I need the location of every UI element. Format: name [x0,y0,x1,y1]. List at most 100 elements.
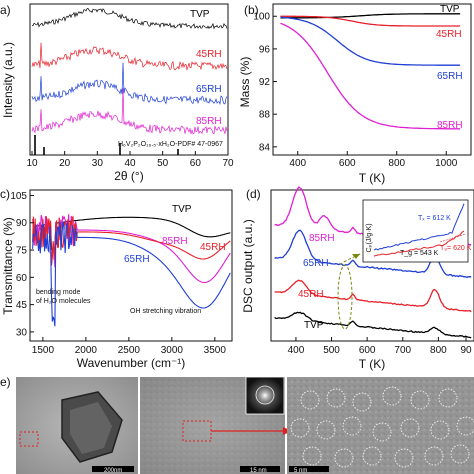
xtick-label: 2500 [118,345,141,356]
xtick-label: 600 [339,158,356,169]
nanocrystal-circle [450,444,470,464]
xrd-curve-45rh [31,42,228,71]
ytick-label: 90 [16,218,28,229]
ftir-curve-65rh [32,221,231,327]
nanocrystal-circle [456,416,474,436]
xrd-curve-85rh [31,88,228,135]
nanocrystal-circle [400,418,420,438]
panel-b-yticks: 84 88 92 96 100 [253,12,277,153]
ytick-label: 75 [16,246,28,257]
ytick-label: 105 [10,191,27,202]
panel-a-reference: H₆V₂P₂O₁₆.₅·xH₂O-PDF# 47-0967 [118,141,223,148]
nanocrystal-circle [438,388,458,408]
panel-c-curves [32,214,231,327]
dsc-curve-45rh [274,279,472,313]
xtick-label: 400 [289,158,306,169]
panel-c-xticks: 1500 2000 2500 3000 3500 [32,337,226,356]
panel-c-label: c) [0,187,10,201]
ftir-curve-85rh [32,214,231,284]
series-label-65rh: 65RH [303,258,329,269]
scalebar-3-label: 5 nm [294,468,307,474]
scalebar-1-label: 200nm [104,468,122,474]
nanocrystal-circle [382,386,402,406]
ftir-curve-45rh [32,215,231,266]
xtick-label: 800 [430,345,447,356]
panel-d-xticks: 400 500 600 700 800 90 [288,337,472,356]
nanocrystal-circle [326,388,346,408]
panel-c-yticks: 30 45 60 75 90 105 [10,191,34,338]
inset-ylabel: Cₚ(J/g·K) [366,223,373,252]
panel-c-annotation-oh: OH stretching vibration [130,308,201,315]
xtick-label: 40 [124,158,136,169]
nanocrystal-circle [362,446,382,466]
panel-a-curves [31,7,228,155]
xtick-label: 800 [388,158,405,169]
ftir-curve-tvp [32,216,231,250]
panel-e: e) 200nm 15 nm 5 nm [0,375,474,474]
panel-c-frame [29,189,233,342]
dsc-curve-tvp [274,311,472,339]
xtick-label: 400 [288,345,305,356]
series-label-85rh: 85RH [196,116,222,127]
nanocrystal-circle [334,448,354,468]
xtick-label: 20 [59,158,71,169]
panel-a-frame [29,3,229,156]
xtick-label: 1000 [435,158,458,169]
panel-c-xlabel: Wavenumber (cm⁻¹) [77,356,186,370]
tga-curve-85rh [280,22,461,130]
scalebar-2-label: 15 nm [250,468,267,474]
series-label-85rh: 85RH [437,120,463,131]
panel-d-label: (d) [246,187,261,201]
series-label-65rh: 65RH [437,71,463,82]
series-label-tvp: TVP [172,204,192,215]
panel-a-ylabel: Intensity (a.u.) [1,42,15,118]
nanocrystal-circle [410,390,430,410]
series-label-45rh: 45RH [196,49,222,60]
scalebar-1 [92,466,134,472]
panel-b-ylabel: Mass (%) [238,57,252,108]
panel-c-annotation-bending-2: of H₂O molecules [36,298,91,305]
panel-d: (d) 400 500 600 700 800 90 Cₚ(J/g·K) Tₓ = 612… [241,186,474,371]
nanocrystal-circle [342,416,362,436]
series-label-tvp: TVP [190,9,210,20]
panel-b-xticks: 400 600 800 1000 [289,151,458,169]
ytick-label: 100 [253,12,270,23]
ytick-label: 92 [259,77,271,88]
ytick-label: 88 [259,110,271,121]
tga-curve-45rh [280,15,461,27]
ytick-label: 30 [16,327,28,338]
nanocrystal-circle [394,448,414,468]
panel-a-xlabel: 2θ (°) [114,169,143,183]
scalebar-3 [289,466,329,472]
series-label-45rh: 45RH [436,29,462,40]
nanocrystal-circle [372,422,392,442]
xrd-curve-tvp [31,7,228,30]
inset-tg2-label: T₉= 620 K [440,245,472,252]
nanocrystal-circle [290,418,310,438]
series-label-45rh: 45RH [200,242,226,253]
inset-tx-label: Tₓ = 612 K [418,215,451,222]
tem-image-3-noise [287,377,474,474]
xtick-label: 500 [323,345,340,356]
ytick-label: 96 [259,44,271,55]
panel-d-xlabel: T (K) [359,357,385,371]
panel-a-series-labels: TVP 45RH 65RH 85RH [190,9,222,127]
inset-curve-red [373,230,465,257]
panel-d-highlight-ellipse [337,264,353,330]
xtick-label: 10 [26,158,38,169]
panel-c-ylabel: Transmittance (%) [1,217,15,315]
series-label-tvp: TVP [304,320,324,331]
inset-frame [362,199,469,263]
tga-curve-tvp [280,13,461,19]
fft-inset [245,376,285,415]
xtick-label: 30 [92,158,104,169]
xtick-label: 2000 [75,345,98,356]
panel-b: (b) 400 600 800 1000 84 88 92 96 100 T (K) Mass… [238,3,472,185]
tem-particle-core [70,402,112,454]
ytick-label: 84 [259,142,271,153]
xtick-label: 3000 [161,345,184,356]
xtick-label: 90 [460,345,472,356]
series-label-65rh: 65RH [196,84,222,95]
series-label-85rh: 85RH [162,236,188,247]
